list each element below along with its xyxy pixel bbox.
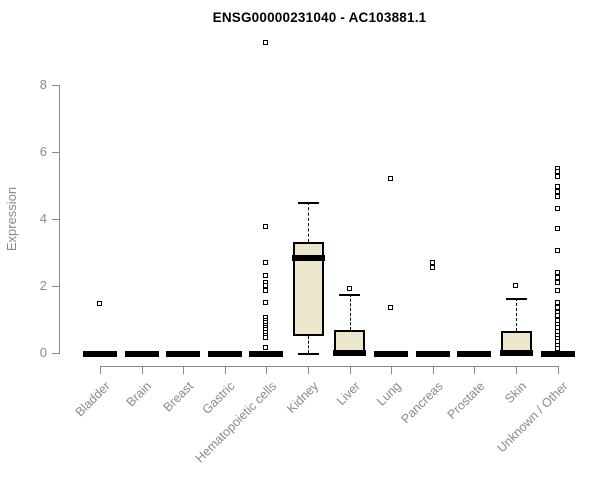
outlier-point (263, 283, 269, 288)
y-tick-label: 4 (39, 211, 47, 226)
outlier-point (429, 264, 435, 270)
collapsed-box-bar (457, 351, 492, 357)
x-axis-label: Gastric (199, 379, 238, 417)
y-tick-label: 6 (39, 144, 47, 159)
y-axis-tick (52, 353, 59, 354)
x-axis-label: Prostate (444, 379, 488, 422)
outlier-point (554, 313, 560, 319)
outlier-point (554, 269, 560, 275)
upper-whisker-cap (297, 202, 319, 205)
median-line (291, 254, 325, 261)
y-axis-tick (52, 286, 59, 287)
y-tick-label: 0 (39, 345, 47, 360)
outlier-point (263, 259, 269, 265)
outlier-point (263, 344, 269, 350)
outlier-point (554, 299, 560, 305)
x-axis-tick (391, 366, 393, 374)
upper-whisker (308, 202, 309, 243)
collapsed-box-bar (124, 351, 159, 357)
x-axis-label: Liver (333, 379, 363, 409)
y-tick-label: 2 (39, 278, 47, 293)
outlier-point (554, 279, 560, 285)
outlier-point (554, 226, 560, 232)
outlier-point (263, 288, 269, 294)
x-axis-label: Bladder (72, 379, 113, 420)
collapsed-box-bar (83, 351, 117, 357)
collapsed-box-bar (540, 351, 575, 357)
x-axis-tick (432, 366, 434, 374)
y-axis-tick (52, 152, 59, 153)
upper-whisker (516, 297, 517, 332)
x-axis-tick (474, 366, 476, 374)
lower-whisker-cap (297, 353, 319, 355)
outlier-point (554, 184, 560, 190)
outlier-point (263, 40, 269, 46)
outlier-point (388, 304, 394, 310)
y-axis-tick (52, 85, 59, 86)
outlier-point (554, 205, 560, 211)
x-axis-tick (516, 366, 517, 374)
collapsed-box-bar (374, 351, 409, 357)
x-axis-label: Hematopoietic cells (192, 379, 280, 466)
outlier-point (554, 345, 560, 351)
upper-whisker (349, 294, 351, 330)
outlier-point (554, 169, 560, 175)
outlier-point (429, 259, 435, 265)
x-axis-tick (308, 366, 309, 374)
x-axis-tick (224, 366, 226, 374)
x-axis-tick (557, 366, 559, 374)
upper-whisker-cap (505, 297, 527, 300)
collapsed-box-bar (249, 351, 284, 357)
x-axis-tick (141, 366, 143, 374)
outlier-point (263, 299, 269, 305)
outlier-point (263, 334, 269, 340)
median-line (499, 350, 533, 356)
outlier-point (554, 247, 560, 253)
x-axis-label: Breast (160, 379, 197, 415)
x-axis-tick (266, 366, 268, 374)
x-axis-line (100, 366, 559, 367)
outlier-point (388, 175, 394, 181)
outlier-point (554, 189, 560, 195)
x-axis-label: Brain (123, 379, 155, 410)
median-line (333, 350, 367, 356)
x-axis-label: Lung (374, 379, 405, 409)
outlier-point (554, 304, 560, 310)
outlier-point (263, 272, 269, 278)
y-axis-tick (52, 219, 59, 220)
x-axis-tick (183, 366, 185, 374)
lower-whisker (308, 336, 309, 353)
outlier-point (346, 286, 352, 292)
outlier-point (554, 194, 560, 200)
outlier-point (554, 274, 560, 280)
outlier-point (97, 301, 102, 307)
y-axis-line (59, 85, 60, 354)
outlier-point (554, 174, 560, 180)
collapsed-box-bar (207, 351, 242, 357)
x-axis-tick (349, 366, 351, 374)
x-axis-label: Pancreas (398, 379, 446, 427)
outlier-point (513, 283, 518, 288)
x-axis-label: Skin (501, 379, 529, 407)
collapsed-box-bar (415, 351, 450, 357)
x-axis-label: Unknown / Other (494, 379, 571, 456)
outlier-point (554, 288, 560, 294)
chart-title: ENSG00000231040 - AC103881.1 (212, 10, 427, 25)
collapsed-box-bar (166, 351, 201, 357)
x-axis-label: Kidney (283, 379, 321, 416)
y-tick-label: 8 (39, 77, 47, 92)
outlier-point (263, 224, 269, 230)
x-axis-tick (100, 366, 101, 374)
upper-whisker-cap (339, 294, 361, 297)
